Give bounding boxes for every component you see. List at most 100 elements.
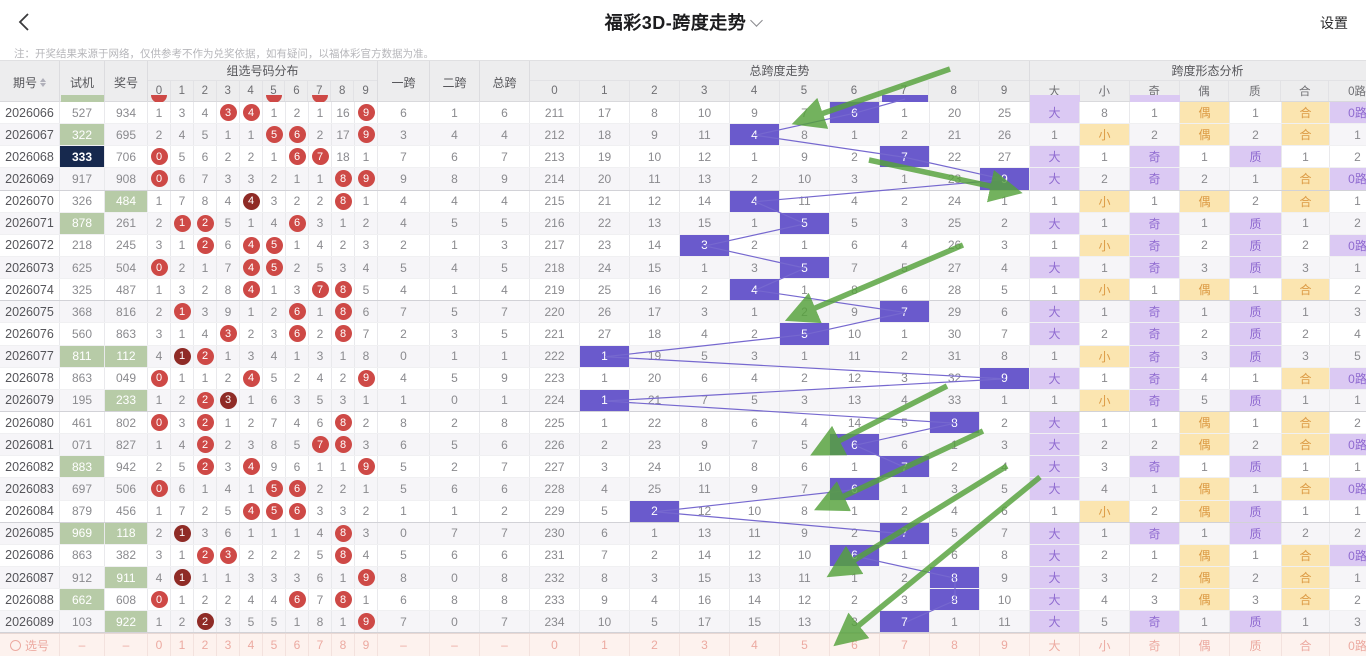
pattern-cell: 大 — [1030, 323, 1080, 344]
pattern-cell: 5 — [1330, 346, 1366, 367]
pattern-cell: 偶 — [1180, 102, 1230, 123]
trend-cell: 10 — [780, 545, 830, 566]
table-row: 2026072218245312645142321321723143216426… — [0, 235, 1366, 257]
footer-trend-pick[interactable]: 9 — [980, 634, 1030, 655]
footer-pattern-pick[interactable]: 小 — [1080, 634, 1130, 655]
title-dropdown[interactable]: 福彩3D-跨度走势 — [0, 0, 1366, 44]
dist-cell: 3 — [148, 323, 171, 344]
issue-cell: 2026072 — [0, 235, 60, 256]
dist-cell: 2 — [355, 213, 378, 234]
select-label-cell[interactable]: 选号 — [0, 634, 60, 655]
footer-pattern-pick[interactable]: 大 — [1030, 634, 1080, 655]
trend-cell: 15 — [730, 611, 780, 632]
footer-dist-pick[interactable]: 9 — [355, 634, 378, 655]
table-header: 期号 试机 奖号 组选号码分布 0123456789 一跨 二跨 总跨 总跨度走… — [0, 60, 1366, 102]
issue-cell: 2026088 — [0, 589, 60, 610]
trend-cell: 8 — [730, 456, 780, 477]
footer-trend-pick[interactable]: 7 — [880, 634, 930, 655]
pattern-cell: 2 — [1330, 589, 1366, 610]
dist-cell: 2 — [217, 434, 240, 455]
footer-dist-pick[interactable]: 2 — [194, 634, 217, 655]
drawn-digit-badge: 3 — [220, 392, 237, 409]
dist-cell: 1 — [171, 301, 194, 322]
footer-dist-pick[interactable]: 3 — [217, 634, 240, 655]
col-header-issue[interactable]: 期号 — [0, 61, 60, 103]
settings-button[interactable]: 设置 — [1320, 13, 1348, 33]
footer-pattern-pick[interactable]: 合 — [1282, 634, 1330, 655]
dist-cell: 3 — [263, 191, 286, 212]
trend-digit-header: 5 — [780, 80, 830, 101]
footer-pattern-pick[interactable]: 奇 — [1130, 634, 1180, 655]
test-number-cell: 625 — [60, 257, 105, 278]
pattern-cell: 1 — [1130, 279, 1180, 300]
pattern-cell: 大 — [1030, 434, 1080, 455]
chevron-down-icon — [750, 14, 763, 27]
dist-cell: 2 — [309, 124, 332, 145]
footer-dist-pick[interactable]: 7 — [309, 634, 332, 655]
trend-cell: 6 — [680, 368, 730, 389]
footer-trend-pick[interactable]: 0 — [530, 634, 580, 655]
span1-cell: 0 — [378, 346, 430, 367]
trend-cell: 21 — [930, 124, 980, 145]
footer-dist-pick[interactable]: 5 — [263, 634, 286, 655]
footer-trend-pick[interactable]: 8 — [930, 634, 980, 655]
dist-cell: 4 — [240, 368, 263, 389]
span-total-cell: 2 — [480, 501, 530, 522]
footer-pattern-pick[interactable]: 质 — [1230, 634, 1282, 655]
trend-cell: 2 — [630, 545, 680, 566]
pattern-cell: 1 — [1030, 501, 1080, 522]
pattern-cell: 大 — [1030, 478, 1080, 499]
dist-cell: 2 — [263, 301, 286, 322]
pattern-cell: 0路 — [1330, 545, 1366, 566]
select-radio[interactable] — [10, 640, 21, 651]
table-row: 2026068333706056221671817672131910121927… — [0, 146, 1366, 168]
pattern-cell: 合 — [1282, 279, 1330, 300]
dist-cell: 4 — [171, 124, 194, 145]
dist-cell: 4 — [309, 235, 332, 256]
footer-trend-pick[interactable]: 5 — [780, 634, 830, 655]
pattern-cell: 1 — [1080, 412, 1130, 433]
trend-digit-header: 3 — [680, 80, 730, 101]
trend-cell: 9 — [680, 434, 730, 455]
footer-trend-pick[interactable]: 3 — [680, 634, 730, 655]
dist-cell: 4 — [148, 567, 171, 588]
issue-cell: 2026076 — [0, 323, 60, 344]
pattern-cell: 3 — [1282, 257, 1330, 278]
footer-dist-pick[interactable]: 4 — [240, 634, 263, 655]
trend-cell: 23 — [580, 235, 630, 256]
dist-cell: 3 — [240, 346, 263, 367]
footer-dist-pick[interactable]: 6 — [286, 634, 309, 655]
footer-dist-pick[interactable]: 1 — [171, 634, 194, 655]
test-number-cell: 103 — [60, 611, 105, 632]
test-number-cell: 697 — [60, 478, 105, 499]
span-total-cell: 3 — [480, 235, 530, 256]
span1-cell: 2 — [378, 323, 430, 344]
pattern-cell: 质 — [1230, 390, 1282, 411]
footer-trend-pick[interactable]: 6 — [830, 634, 880, 655]
trend-cell: 3 — [780, 390, 830, 411]
footer-trend-pick[interactable]: 2 — [630, 634, 680, 655]
footer-pattern-pick[interactable]: 0路 — [1330, 634, 1366, 655]
trend-cell: 19 — [630, 346, 680, 367]
footer-dist-pick[interactable]: 8 — [332, 634, 355, 655]
footer-dist-pick[interactable]: 0 — [148, 634, 171, 655]
trend-cell: 10 — [780, 168, 830, 189]
dist-cell: 5 — [171, 146, 194, 167]
pattern-cell: 偶 — [1180, 434, 1230, 455]
pattern-cell: 4 — [1080, 589, 1130, 610]
footer-pattern-pick[interactable]: 偶 — [1180, 634, 1230, 655]
trend-cell: 9 — [780, 523, 830, 544]
pattern-cell: 1 — [1330, 257, 1366, 278]
dist-cell: 1 — [148, 279, 171, 300]
dist-cell: 9 — [263, 456, 286, 477]
drawn-digit-badge: 0 — [151, 148, 168, 165]
footer-trend-pick[interactable]: 1 — [580, 634, 630, 655]
trend-cell: 228 — [530, 478, 580, 499]
trend-cell: 5 — [780, 213, 830, 234]
footer-trend-pick[interactable]: 4 — [730, 634, 780, 655]
trend-cell: 218 — [530, 257, 580, 278]
trend-cell: 5 — [830, 213, 880, 234]
span1-cell: 6 — [378, 434, 430, 455]
pattern-cell: 偶 — [1180, 191, 1230, 212]
dist-cell: 2 — [148, 456, 171, 477]
